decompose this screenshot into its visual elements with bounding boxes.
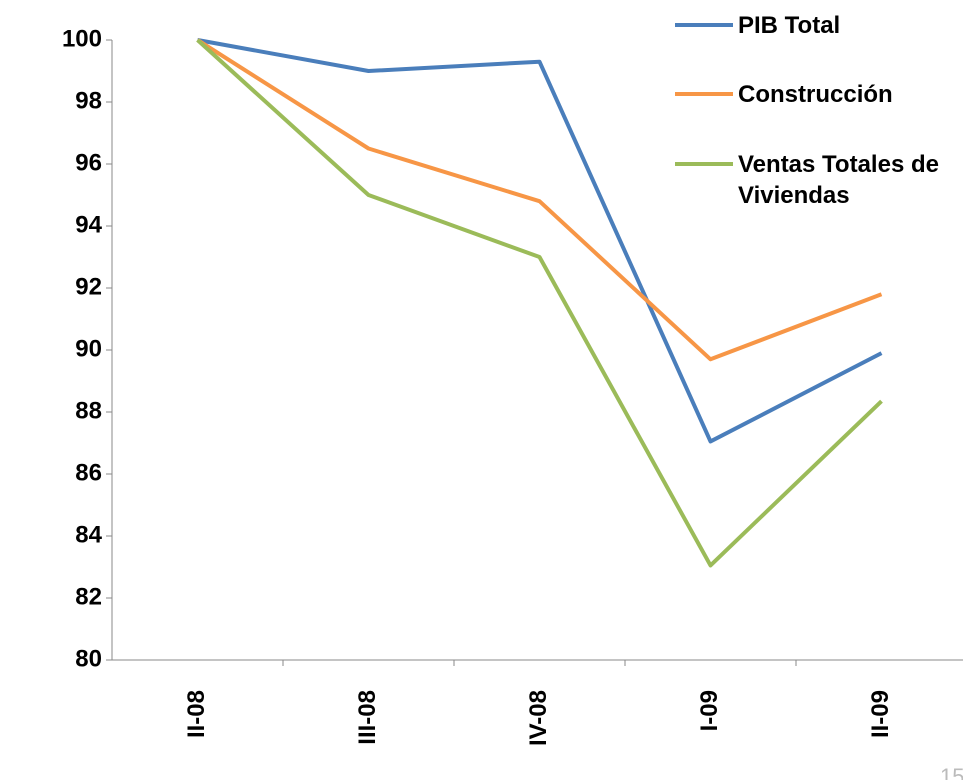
y-tick-label: 88: [75, 397, 102, 424]
y-tick-label: 96: [75, 149, 102, 176]
legend-entry: Ventas Totales de Viviendas: [675, 149, 963, 211]
legend-entry: PIB Total: [675, 10, 963, 41]
series-line: [196, 38, 883, 362]
legend-label: Construcción: [738, 81, 893, 108]
legend-swatch: [675, 23, 733, 27]
x-tick-label: II-09: [867, 690, 894, 738]
y-tick-label: 82: [75, 583, 102, 610]
x-tick-label: I-09: [696, 690, 723, 731]
x-tick-label: IV-08: [525, 690, 552, 746]
y-tick-label: 86: [75, 459, 102, 486]
legend-swatch: [675, 92, 733, 96]
y-tick-label: 92: [75, 273, 102, 300]
y-tick-label: 80: [75, 645, 102, 672]
y-tick-label: 100: [62, 25, 102, 52]
legend-label: PIB Total: [738, 12, 841, 39]
legend-entry: Construcción: [675, 79, 963, 110]
series-line: [196, 38, 883, 568]
y-tick-label: 98: [75, 87, 102, 114]
y-tick-label: 84: [75, 521, 102, 548]
series-line: [197, 38, 883, 444]
legend-label: Ventas Totales de Viviendas: [738, 151, 939, 209]
legend-swatch: [675, 162, 733, 166]
y-tick-label: 94: [75, 211, 102, 238]
x-tick-label: III-08: [354, 690, 381, 745]
x-tick-label: II-08: [183, 690, 210, 738]
y-tick-label: 90: [75, 335, 102, 362]
page-number: 15: [940, 764, 963, 780]
